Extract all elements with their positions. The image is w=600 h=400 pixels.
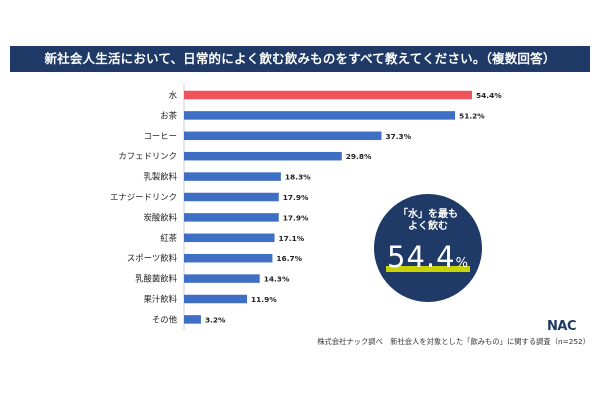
bar bbox=[184, 253, 273, 263]
source-note: 株式会社ナック調べ 新社会人を対象とした「飲みもの」に関する調査（n=252） bbox=[317, 337, 590, 346]
value-label: 11.9% bbox=[251, 295, 277, 304]
bar bbox=[184, 294, 247, 304]
category-label: 果汁飲料 bbox=[144, 294, 178, 304]
bar bbox=[184, 90, 472, 100]
category-label: スポーツ飲料 bbox=[127, 253, 178, 263]
value-label: 37.3% bbox=[385, 132, 411, 141]
bar bbox=[184, 111, 456, 120]
category-label: その他 bbox=[152, 314, 178, 324]
callout-unit: % bbox=[455, 256, 469, 271]
category-label: カフェドリンク bbox=[118, 151, 177, 161]
category-label: お茶 bbox=[160, 110, 177, 120]
bar bbox=[184, 172, 281, 181]
value-label: 17.9% bbox=[283, 193, 309, 202]
bar bbox=[184, 131, 382, 141]
value-label: 51.2% bbox=[459, 111, 485, 120]
callout-text: 「水」を最も よく飲む bbox=[374, 209, 482, 233]
bar bbox=[184, 315, 201, 324]
category-label: エナジードリンク bbox=[110, 192, 177, 202]
category-label: 紅茶 bbox=[160, 233, 177, 243]
value-label: 17.9% bbox=[283, 213, 309, 222]
category-label: 炭酸飲料 bbox=[144, 212, 178, 222]
nac-logo: NAC bbox=[547, 319, 576, 334]
bar bbox=[184, 213, 279, 222]
category-label: 乳酸菌飲料 bbox=[135, 274, 177, 284]
callout-line1: 「水」を最も bbox=[398, 209, 458, 220]
bar bbox=[184, 233, 275, 243]
category-label: 乳製飲料 bbox=[144, 172, 178, 182]
bar bbox=[184, 192, 279, 202]
value-label: 17.1% bbox=[279, 234, 305, 243]
callout-value: 54.4% bbox=[374, 240, 482, 274]
value-label: 54.4% bbox=[476, 91, 502, 100]
callout-underline bbox=[386, 266, 470, 272]
category-label: コーヒー bbox=[144, 131, 178, 141]
callout-number: 54.4 bbox=[387, 240, 456, 274]
chart-title: 新社会人生活において、日常的によく飲む飲みものをすべて教えてください。（複数回答… bbox=[10, 46, 590, 72]
value-label: 3.2% bbox=[205, 315, 226, 324]
category-label: 水 bbox=[169, 90, 178, 100]
value-label: 18.3% bbox=[285, 173, 311, 182]
value-label: 14.3% bbox=[264, 275, 290, 284]
value-label: 29.8% bbox=[346, 152, 372, 161]
callout-line2: よく飲む bbox=[408, 221, 448, 232]
bar bbox=[184, 274, 260, 283]
value-label: 16.7% bbox=[276, 254, 302, 263]
callout-circle: 「水」を最も よく飲む 54.4% bbox=[374, 194, 482, 302]
bar bbox=[184, 151, 342, 161]
